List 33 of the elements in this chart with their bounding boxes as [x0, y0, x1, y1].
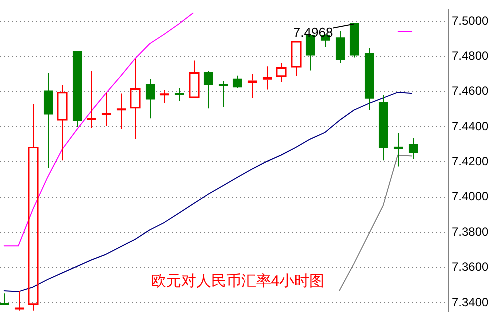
y-tick-label: 7.4000	[452, 190, 490, 204]
candlestick	[174, 88, 184, 102]
candlestick	[262, 66, 272, 90]
candlestick	[232, 75, 242, 88]
candlestick	[291, 41, 302, 77]
annotation: 7.4968	[293, 25, 334, 40]
candlestick	[218, 80, 228, 108]
text: 欧元对人民币汇率4小时图	[151, 272, 325, 290]
candlestick	[0, 293, 10, 306]
candlestick	[408, 138, 418, 160]
candlestick	[189, 60, 200, 98]
candlestick	[28, 104, 39, 312]
candlestick	[44, 72, 54, 169]
candlestick	[86, 70, 96, 129]
candlestick	[204, 70, 214, 110]
y-tick-label: 7.5000	[452, 14, 490, 28]
y-tick-label: 7.4400	[452, 119, 490, 134]
y-tick-label: 7.3600	[452, 260, 490, 274]
candlestick	[116, 93, 126, 130]
candlestick	[394, 132, 404, 168]
y-tick-label: 7.3800	[452, 224, 490, 239]
y-tick-label: 7.4200	[452, 154, 490, 169]
candlestick	[160, 90, 170, 104]
y-tick-label: 7.3400	[452, 295, 490, 310]
y-tick-label: 7.4800	[452, 48, 490, 63]
candlestick	[130, 58, 141, 140]
candlestick	[57, 84, 68, 162]
candlestick	[276, 62, 287, 82]
candlestick	[146, 79, 156, 120]
y-tick-label: 7.4600	[452, 84, 490, 98]
candlestick	[336, 30, 346, 64]
candlestick	[14, 290, 24, 312]
candlestick	[102, 92, 112, 126]
